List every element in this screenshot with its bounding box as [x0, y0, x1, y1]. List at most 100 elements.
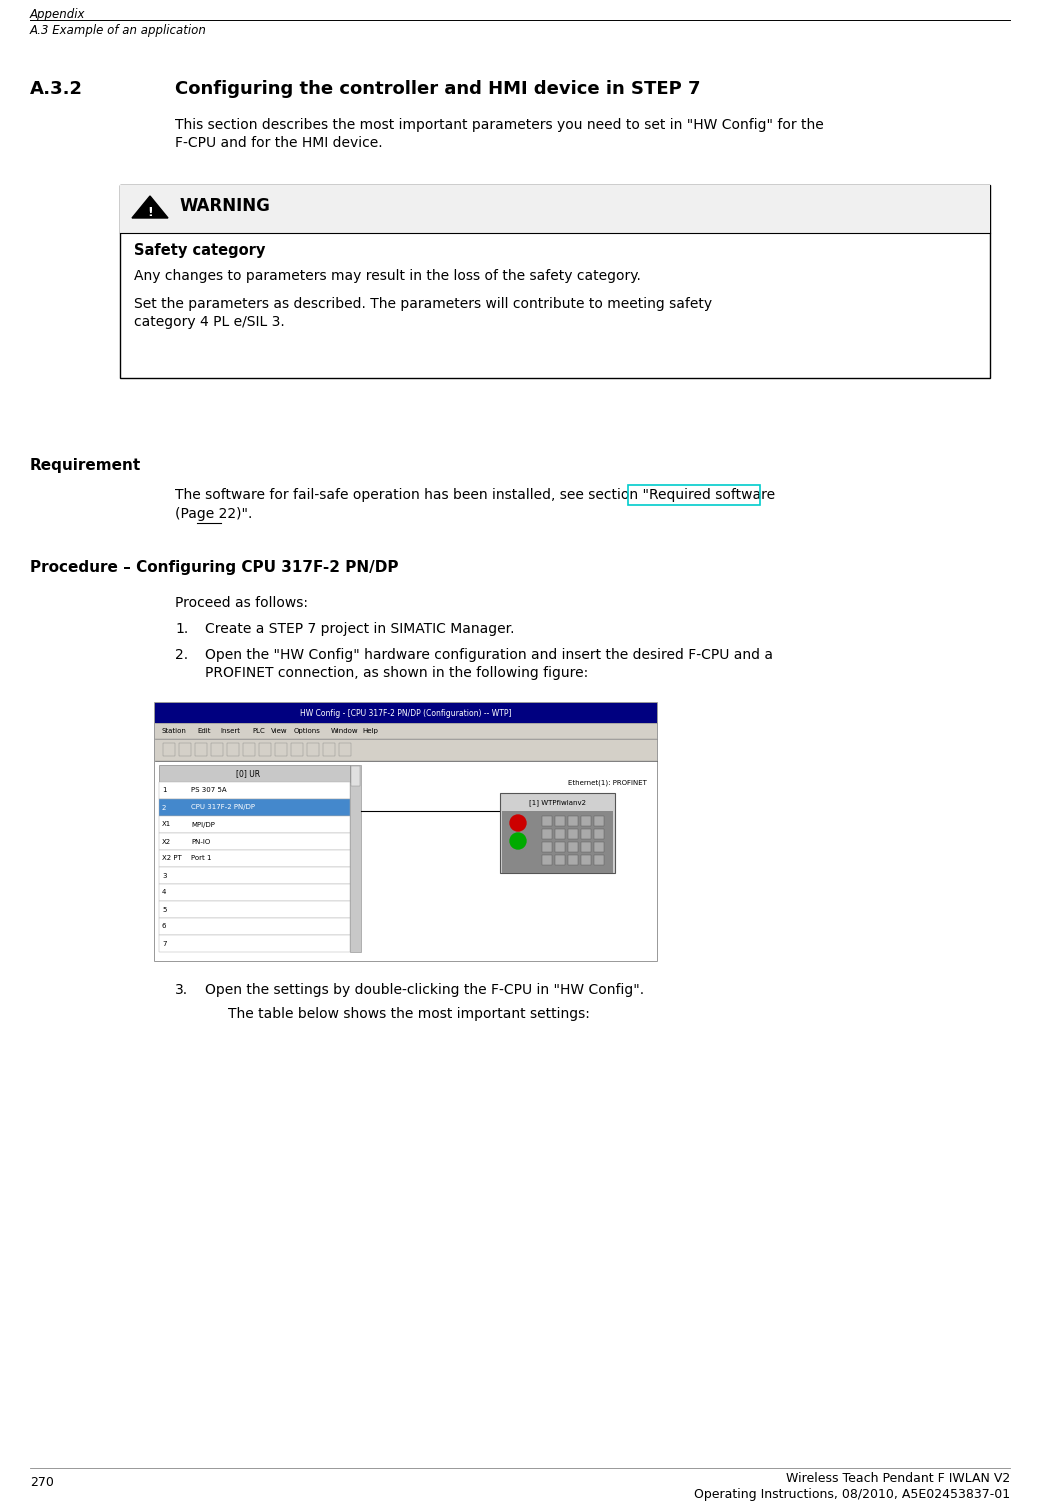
- Bar: [628, 484, 760, 506]
- Bar: [555, 816, 565, 825]
- Bar: [159, 850, 350, 868]
- Text: [1] WTPfiwlanv2: [1] WTPfiwlanv2: [529, 800, 586, 806]
- Bar: [568, 828, 578, 839]
- Text: X1: X1: [162, 821, 172, 827]
- Bar: [275, 742, 287, 756]
- Bar: [159, 833, 350, 850]
- Text: 2.: 2.: [175, 647, 188, 662]
- Text: Window: Window: [331, 727, 358, 733]
- Bar: [163, 742, 175, 756]
- Bar: [323, 742, 335, 756]
- Text: Procedure – Configuring CPU 317F-2 PN/DP: Procedure – Configuring CPU 317F-2 PN/DP: [30, 560, 398, 575]
- Bar: [155, 739, 657, 761]
- Text: Open the settings by double-clicking the F-CPU in "HW Config".: Open the settings by double-clicking the…: [205, 982, 644, 997]
- Text: Configuring the controller and HMI device in STEP 7: Configuring the controller and HMI devic…: [175, 80, 701, 98]
- Bar: [594, 828, 604, 839]
- Text: PS 307 5A: PS 307 5A: [191, 788, 227, 794]
- Text: A.3 Example of an application: A.3 Example of an application: [30, 24, 207, 38]
- Bar: [581, 856, 591, 865]
- Bar: [581, 828, 591, 839]
- Text: X2: X2: [162, 839, 172, 845]
- Text: HW Config - [CPU 317F-2 PN/DP (Configuration) -- WTP]: HW Config - [CPU 317F-2 PN/DP (Configura…: [301, 709, 512, 717]
- Bar: [159, 798, 350, 816]
- Text: 1: 1: [162, 788, 166, 794]
- Text: Proceed as follows:: Proceed as follows:: [175, 596, 308, 610]
- Text: 3: 3: [162, 872, 166, 878]
- Text: Open the "HW Config" hardware configuration and insert the desired F-CPU and a: Open the "HW Config" hardware configurat…: [205, 647, 773, 662]
- Text: 1.: 1.: [175, 622, 188, 635]
- Bar: [159, 884, 350, 901]
- Bar: [568, 856, 578, 865]
- Bar: [594, 842, 604, 853]
- Bar: [159, 816, 350, 833]
- Text: View: View: [271, 727, 288, 733]
- Bar: [243, 742, 255, 756]
- Text: category 4 PL e/SIL 3.: category 4 PL e/SIL 3.: [134, 315, 285, 329]
- Text: Options: Options: [294, 727, 321, 733]
- Text: Insert: Insert: [220, 727, 240, 733]
- Bar: [568, 842, 578, 853]
- Text: WARNING: WARNING: [180, 198, 270, 214]
- Text: This section describes the most important parameters you need to set in "HW Conf: This section describes the most importan…: [175, 118, 824, 131]
- Bar: [155, 703, 657, 723]
- Text: !: !: [147, 205, 153, 219]
- Bar: [594, 856, 604, 865]
- Bar: [542, 828, 552, 839]
- Bar: [159, 868, 350, 884]
- Text: Set the parameters as described. The parameters will contribute to meeting safet: Set the parameters as described. The par…: [134, 297, 712, 311]
- Bar: [179, 742, 191, 756]
- Bar: [159, 765, 350, 782]
- Text: F-CPU and for the HMI device.: F-CPU and for the HMI device.: [175, 136, 383, 149]
- Text: Operating Instructions, 08/2010, A5E02453837-01: Operating Instructions, 08/2010, A5E0245…: [694, 1488, 1010, 1501]
- Bar: [307, 742, 319, 756]
- Text: Ethernet(1): PROFINET: Ethernet(1): PROFINET: [568, 780, 647, 786]
- Bar: [352, 767, 360, 786]
- Text: Safety category: Safety category: [134, 243, 265, 258]
- Bar: [542, 856, 552, 865]
- Text: 6: 6: [162, 924, 166, 930]
- Text: 2: 2: [162, 804, 166, 810]
- Bar: [500, 794, 615, 874]
- Bar: [339, 742, 352, 756]
- Bar: [581, 842, 591, 853]
- Text: Station: Station: [161, 727, 186, 733]
- Circle shape: [510, 815, 526, 831]
- Bar: [159, 782, 350, 798]
- Text: [0] UR: [0] UR: [236, 770, 261, 779]
- Text: Wireless Teach Pendant F IWLAN V2: Wireless Teach Pendant F IWLAN V2: [786, 1471, 1010, 1485]
- Text: 7: 7: [162, 940, 166, 946]
- Bar: [542, 816, 552, 825]
- Bar: [120, 186, 990, 377]
- Text: Edit: Edit: [198, 727, 211, 733]
- Bar: [159, 901, 350, 917]
- Text: Help: Help: [363, 727, 379, 733]
- Text: Any changes to parameters may result in the loss of the safety category.: Any changes to parameters may result in …: [134, 269, 641, 284]
- Circle shape: [510, 833, 526, 850]
- Bar: [259, 742, 271, 756]
- Text: X2 PT: X2 PT: [162, 856, 182, 862]
- Text: A.3.2: A.3.2: [30, 80, 83, 98]
- Text: Requirement: Requirement: [30, 459, 141, 472]
- Bar: [568, 816, 578, 825]
- Bar: [555, 828, 565, 839]
- Bar: [227, 742, 239, 756]
- Text: Create a STEP 7 project in SIMATIC Manager.: Create a STEP 7 project in SIMATIC Manag…: [205, 622, 515, 635]
- Bar: [350, 765, 361, 952]
- Bar: [120, 186, 990, 232]
- Polygon shape: [132, 196, 168, 217]
- Text: (Page 22)".: (Page 22)".: [175, 507, 253, 521]
- Bar: [291, 742, 303, 756]
- Text: MPI/DP: MPI/DP: [191, 821, 215, 827]
- Bar: [555, 842, 565, 853]
- Text: PLC: PLC: [253, 727, 265, 733]
- Text: The table below shows the most important settings:: The table below shows the most important…: [228, 1007, 590, 1022]
- Text: 5: 5: [162, 907, 166, 913]
- Text: PROFINET connection, as shown in the following figure:: PROFINET connection, as shown in the fol…: [205, 665, 589, 681]
- Bar: [155, 761, 657, 961]
- Bar: [581, 816, 591, 825]
- Bar: [211, 742, 223, 756]
- Bar: [555, 856, 565, 865]
- Bar: [594, 816, 604, 825]
- Bar: [542, 842, 552, 853]
- Text: Port 1: Port 1: [191, 856, 211, 862]
